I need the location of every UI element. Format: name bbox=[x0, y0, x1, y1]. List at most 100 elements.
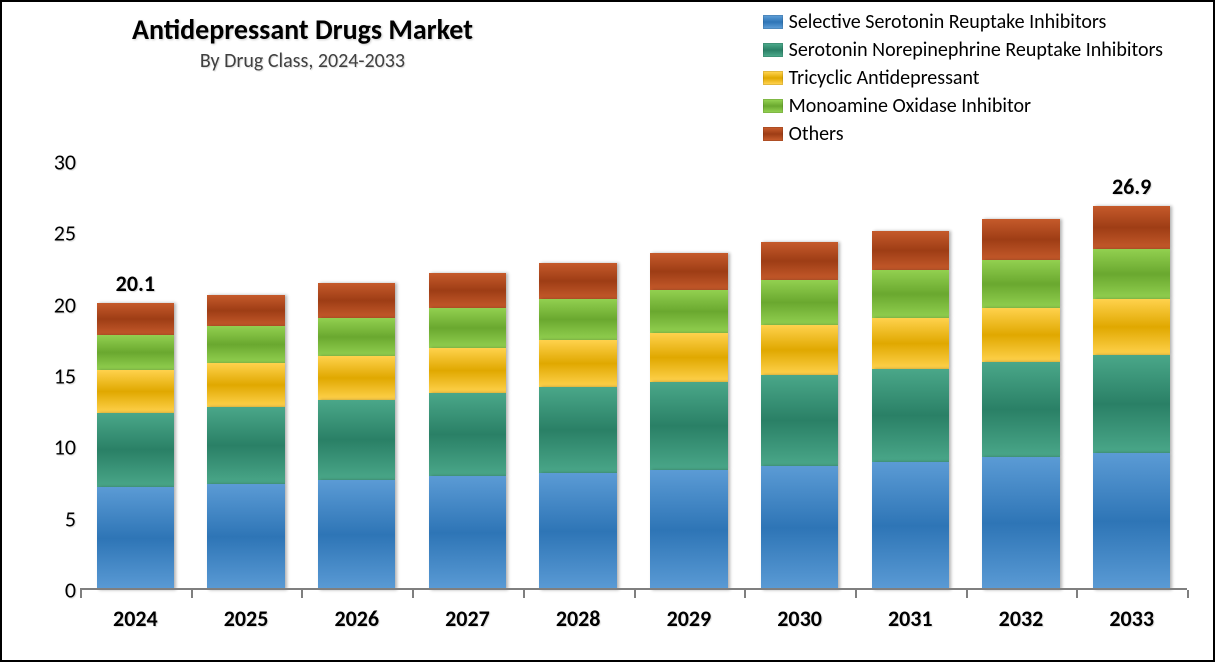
stacked-bar bbox=[539, 263, 616, 590]
bar-segment bbox=[429, 273, 506, 307]
x-axis-labels: 2024202520262027202820292030203120322033 bbox=[80, 605, 1187, 632]
bar-segment bbox=[97, 335, 174, 371]
bar-segment bbox=[97, 487, 174, 590]
bar-segment bbox=[539, 340, 616, 387]
bar-segment bbox=[650, 333, 727, 382]
x-tick-label: 2032 bbox=[966, 605, 1077, 632]
bar-segment bbox=[207, 326, 284, 363]
legend: Selective Serotonin Reuptake InhibitorsS… bbox=[763, 8, 1163, 148]
bar-segment bbox=[318, 283, 395, 317]
x-tick-label: 2024 bbox=[80, 605, 191, 632]
bar-segment bbox=[97, 370, 174, 413]
x-tick-label: 2025 bbox=[191, 605, 302, 632]
legend-swatch bbox=[763, 43, 783, 57]
y-axis: 051015202530 bbox=[30, 162, 76, 590]
x-tick bbox=[80, 590, 82, 598]
bar-segment bbox=[1093, 206, 1170, 249]
bar-segment bbox=[982, 308, 1059, 362]
x-tick bbox=[1187, 590, 1189, 598]
y-tick-label: 15 bbox=[30, 363, 76, 390]
bar-segment bbox=[872, 318, 949, 369]
x-tick bbox=[855, 590, 857, 598]
stacked-bar bbox=[429, 273, 506, 590]
legend-label: Selective Serotonin Reuptake Inhibitors bbox=[789, 8, 1107, 36]
bar-segment bbox=[429, 348, 506, 394]
bar-segment bbox=[318, 318, 395, 357]
bar-slot bbox=[191, 162, 302, 590]
bar-segment bbox=[207, 407, 284, 484]
bar-segment bbox=[761, 242, 838, 281]
bar-segment bbox=[650, 290, 727, 333]
legend-item: Serotonin Norepinephrine Reuptake Inhibi… bbox=[763, 36, 1163, 64]
bar-segment bbox=[650, 470, 727, 590]
legend-swatch bbox=[763, 15, 783, 29]
bar-segment bbox=[429, 393, 506, 476]
legend-swatch bbox=[763, 99, 783, 113]
bar-segment bbox=[207, 363, 284, 407]
bar-segment bbox=[872, 231, 949, 271]
bar-segment bbox=[539, 263, 616, 299]
stacked-bar bbox=[207, 295, 284, 590]
legend-item: Others bbox=[763, 120, 1163, 148]
x-tick bbox=[744, 590, 746, 598]
bar-segment bbox=[761, 280, 838, 324]
stacked-bar bbox=[650, 253, 727, 590]
bar-segment bbox=[982, 457, 1059, 590]
x-tick-label: 2029 bbox=[634, 605, 745, 632]
x-tick-label: 2026 bbox=[301, 605, 412, 632]
bar-segment bbox=[207, 295, 284, 326]
stacked-bar bbox=[97, 303, 174, 590]
x-tick-label: 2028 bbox=[523, 605, 634, 632]
bar-slot bbox=[301, 162, 412, 590]
bar-segment bbox=[539, 299, 616, 340]
x-tick bbox=[301, 590, 303, 598]
legend-item: Selective Serotonin Reuptake Inhibitors bbox=[763, 8, 1163, 36]
y-tick-label: 10 bbox=[30, 434, 76, 461]
bar-data-label: 26.9 bbox=[1112, 173, 1151, 200]
bar-segment bbox=[429, 476, 506, 590]
plot-area: 051015202530 20.126.9 bbox=[80, 162, 1187, 590]
bar-segment bbox=[872, 462, 949, 590]
y-tick-label: 20 bbox=[30, 291, 76, 318]
bar-slot bbox=[412, 162, 523, 590]
title-block: Antidepressant Drugs Market By Drug Clas… bbox=[132, 12, 473, 148]
bar-segment bbox=[318, 480, 395, 590]
bar-segment bbox=[1093, 355, 1170, 453]
bar-slot: 20.1 bbox=[80, 162, 191, 590]
x-tick bbox=[966, 590, 968, 598]
bar-segment bbox=[761, 466, 838, 590]
bar-segment bbox=[429, 308, 506, 348]
x-tick bbox=[523, 590, 525, 598]
bar-segment bbox=[650, 253, 727, 290]
bar-segment bbox=[761, 325, 838, 375]
bar-segment bbox=[872, 369, 949, 462]
legend-item: Monoamine Oxidase Inhibitor bbox=[763, 92, 1163, 120]
bar-segment bbox=[97, 303, 174, 334]
chart-title: Antidepressant Drugs Market bbox=[132, 12, 473, 47]
x-tick bbox=[191, 590, 193, 598]
bar-segment bbox=[982, 362, 1059, 458]
bar-segment bbox=[761, 375, 838, 466]
bar-slot: 26.9 bbox=[1076, 162, 1187, 590]
bar-segment bbox=[872, 270, 949, 317]
legend-label: Tricyclic Antidepressant bbox=[789, 64, 980, 92]
bar-slot bbox=[523, 162, 634, 590]
bar-segment bbox=[207, 484, 284, 590]
legend-swatch bbox=[763, 71, 783, 85]
bar-segment bbox=[982, 260, 1059, 307]
bar-slot bbox=[855, 162, 966, 590]
x-tick-label: 2027 bbox=[412, 605, 523, 632]
x-tick bbox=[412, 590, 414, 598]
y-tick-label: 30 bbox=[30, 149, 76, 176]
bar-segment bbox=[318, 400, 395, 480]
stacked-bar bbox=[318, 283, 395, 590]
legend-label: Monoamine Oxidase Inhibitor bbox=[789, 92, 1031, 120]
x-ticks bbox=[80, 590, 1187, 598]
bar-segment bbox=[1093, 299, 1170, 355]
y-tick-label: 25 bbox=[30, 220, 76, 247]
legend-swatch bbox=[763, 127, 783, 141]
x-tick-label: 2030 bbox=[744, 605, 855, 632]
stacked-bar bbox=[982, 219, 1059, 590]
bar-segment bbox=[982, 219, 1059, 260]
legend-label: Others bbox=[789, 120, 844, 148]
